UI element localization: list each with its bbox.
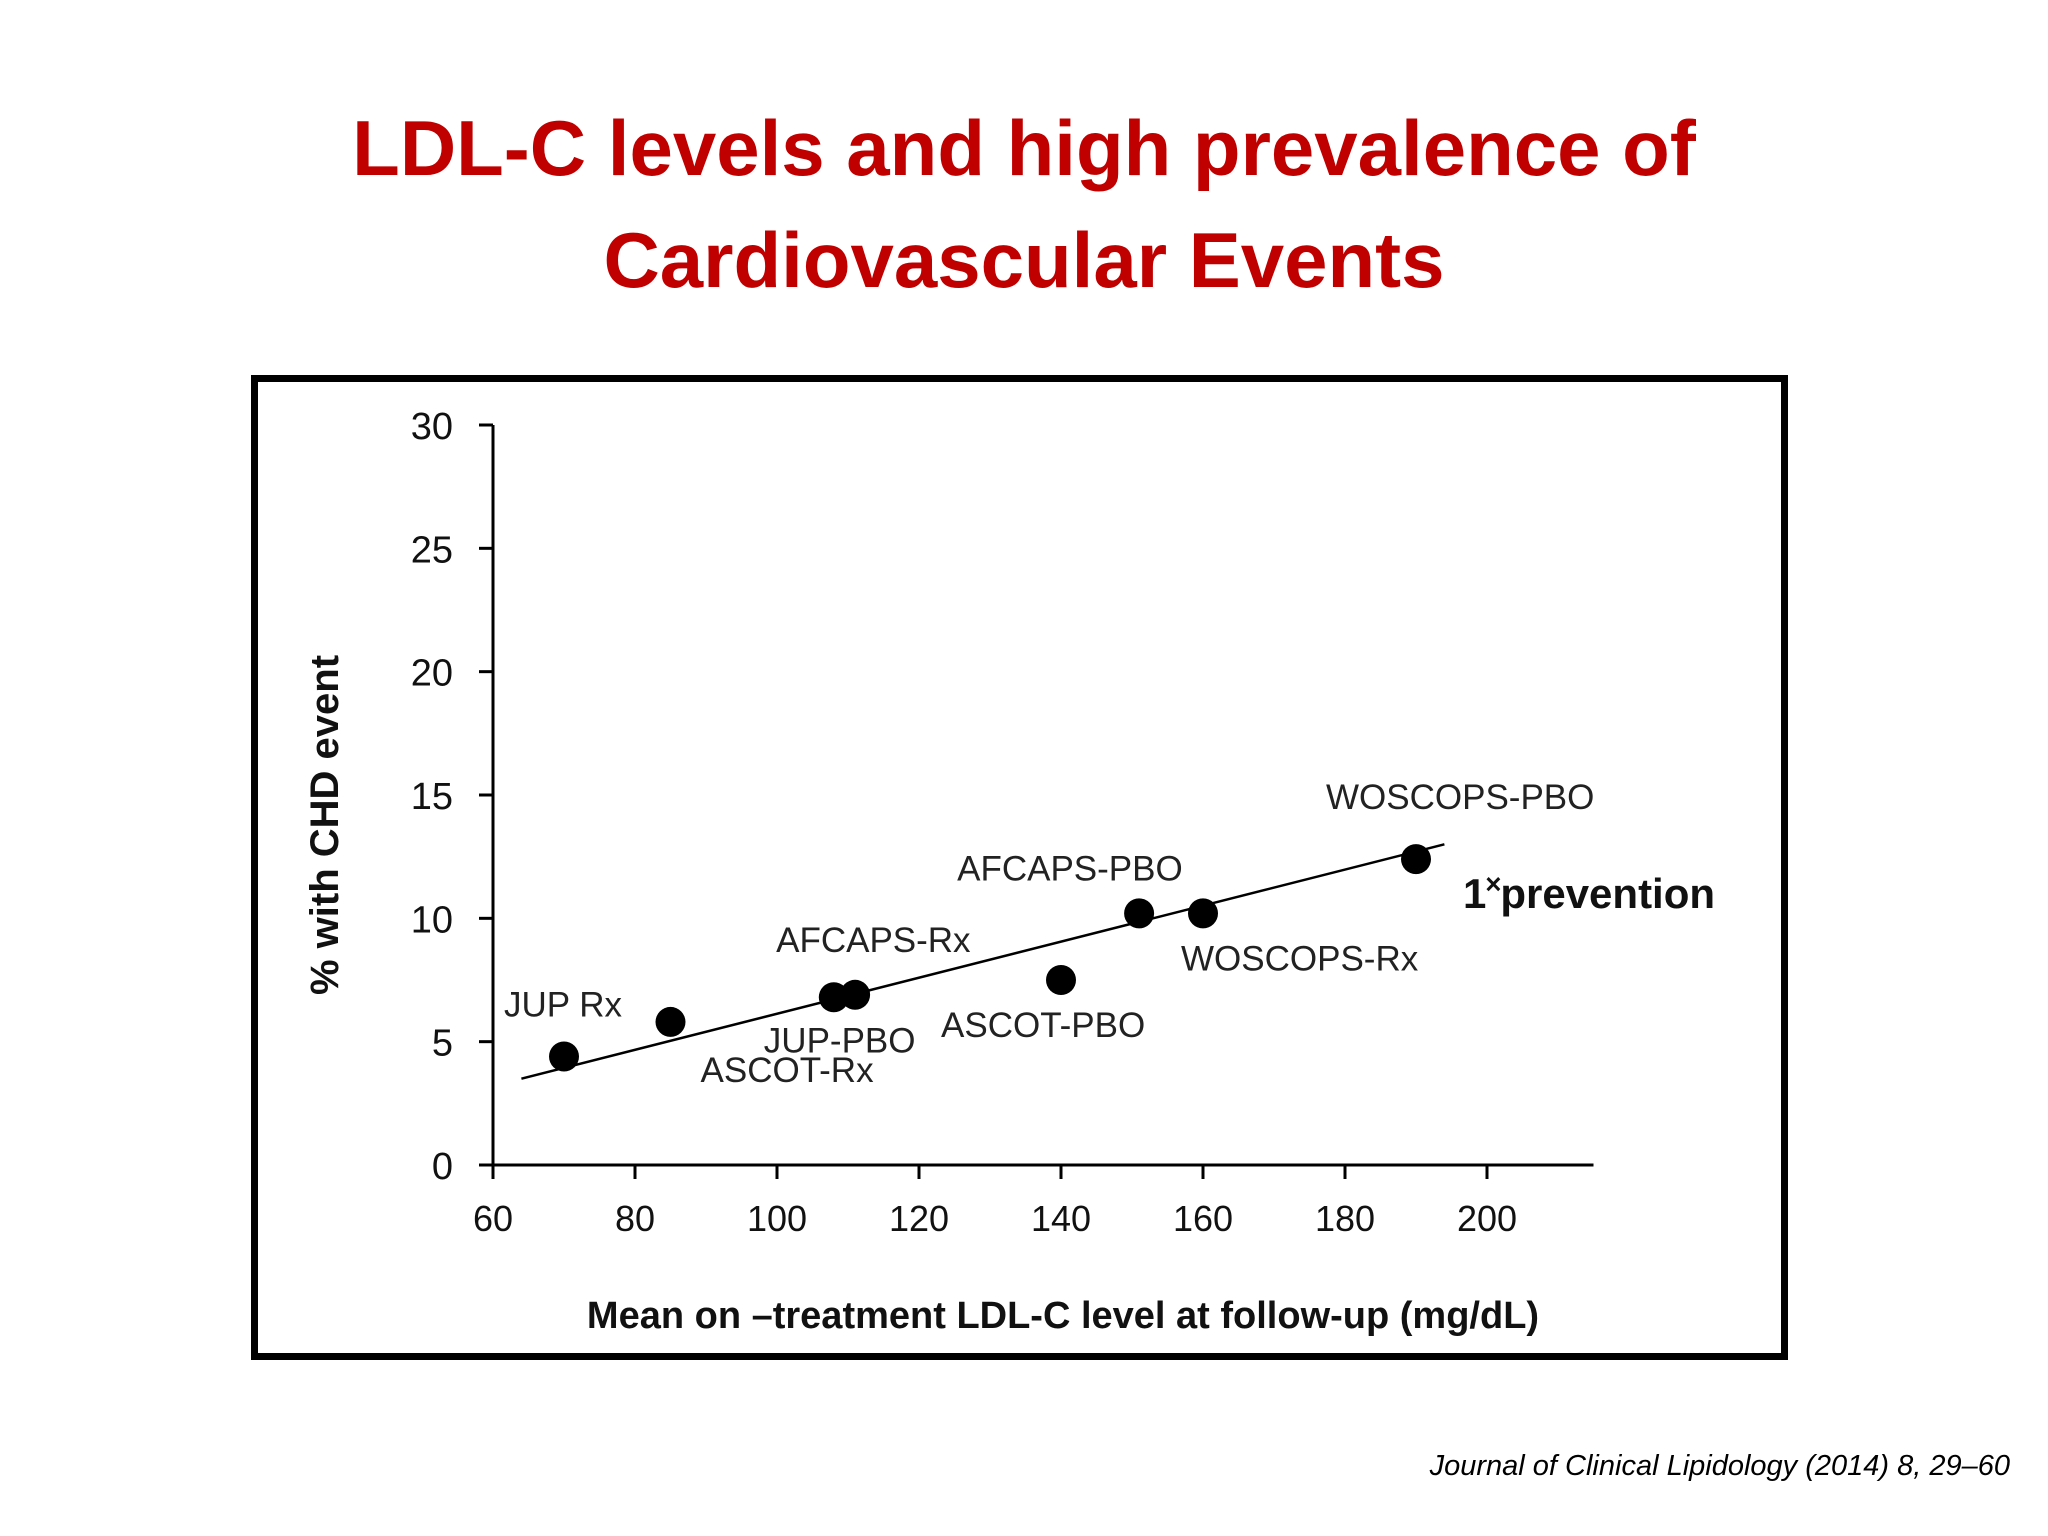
data-point-label: WOSCOPS-PBO [1326,778,1594,817]
data-point [1188,898,1218,929]
y-tick-label: 10 [411,899,453,941]
data-point [655,1006,686,1037]
x-tick-label: 100 [747,1198,807,1239]
data-point-label: WOSCOPS-Rx [1181,939,1419,978]
y-tick-label: 15 [411,776,453,818]
data-point [1401,844,1431,875]
data-point-label: JUP Rx [504,985,622,1024]
x-tick-label: 200 [1457,1198,1517,1239]
data-point-label: ASCOT-PBO [941,1006,1145,1045]
chart-frame: 0 5 10 15 20 25 30 60 80 100 120 140 160 180 200 Mean o… [251,375,1788,1360]
data-point [840,979,871,1010]
x-tick-label: 120 [889,1198,949,1239]
data-point [1046,965,1076,995]
data-point-label: JUP-PBO [764,1021,916,1060]
data-point [549,1041,579,1072]
y-tick-label: 20 [411,653,453,695]
slide-title: LDL-C levels and high prevalence of Card… [0,92,2048,316]
slide-title-line-2: Cardiovascular Events [603,216,1445,304]
data-point-label: AFCAPS-PBO [957,849,1183,888]
y-tick-label: 5 [432,1023,453,1065]
x-axis-label: Mean on –treatment LDL-C level at follow… [587,1295,1539,1337]
trend-line [521,843,1445,1080]
x-tick-label: 140 [1031,1198,1091,1239]
slide-title-line-1: LDL-C levels and high prevalence of [352,104,1696,192]
y-tick-label: 30 [411,406,453,448]
x-tick-label: 160 [1173,1198,1233,1239]
ldl-chd-scatter-chart: 0 5 10 15 20 25 30 60 80 100 120 140 160 180 200 Mean o… [303,406,1715,1337]
y-tick-label: 25 [411,529,453,571]
x-tick-label: 60 [473,1198,513,1239]
x-tick-label: 80 [615,1198,655,1239]
x-tick-label: 180 [1315,1198,1375,1239]
data-point-label: AFCAPS-Rx [776,921,971,960]
annotation-prevention: 1˟prevention [1463,870,1715,917]
data-point-label: ASCOT-Rx [701,1051,875,1090]
data-point [1124,898,1155,929]
citation: Journal of Clinical Lipidology (2014) 8,… [1429,1450,2010,1482]
y-tick-label: 0 [432,1146,453,1188]
y-axis-label: % with CHD event [303,655,347,995]
